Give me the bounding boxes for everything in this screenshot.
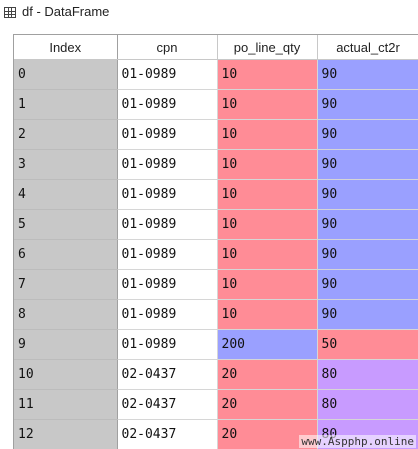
- po-line-qty-cell[interactable]: 10: [217, 209, 318, 240]
- dataframe-grid[interactable]: Index cpn po_line_qty actual_ct2r 0 01-09…: [13, 34, 418, 449]
- table-row: 11 02-0437 20 80: [14, 389, 418, 420]
- actual-ct2r-cell[interactable]: 90: [317, 89, 418, 120]
- cpn-cell[interactable]: 02-0437: [117, 359, 218, 390]
- cpn-cell[interactable]: 01-0989: [117, 299, 218, 330]
- table-row: 5 01-0989 10 90: [14, 209, 418, 240]
- table-row: 7 01-0989 10 90: [14, 269, 418, 300]
- actual-ct2r-cell[interactable]: 50: [317, 329, 418, 360]
- row-index-cell[interactable]: 6: [14, 239, 118, 270]
- cpn-cell[interactable]: 01-0989: [117, 329, 218, 360]
- cpn-cell[interactable]: 01-0989: [117, 269, 218, 300]
- po-line-qty-cell[interactable]: 10: [217, 59, 318, 90]
- po-line-qty-cell[interactable]: 20: [217, 389, 318, 420]
- actual-ct2r-cell[interactable]: 90: [317, 119, 418, 150]
- actual-ct2r-cell[interactable]: 90: [317, 269, 418, 300]
- po-line-qty-cell[interactable]: 10: [217, 179, 318, 210]
- po-line-qty-cell[interactable]: 200: [217, 329, 318, 360]
- row-index-cell[interactable]: 3: [14, 149, 118, 180]
- column-header-actual-ct2r[interactable]: actual_ct2r: [317, 35, 418, 60]
- row-index-cell[interactable]: 9: [14, 329, 118, 360]
- title-bar: df - DataFrame: [0, 0, 418, 24]
- row-index-cell[interactable]: 5: [14, 209, 118, 240]
- header-row: Index cpn po_line_qty actual_ct2r: [14, 35, 418, 60]
- table-row: 4 01-0989 10 90: [14, 179, 418, 210]
- actual-ct2r-cell[interactable]: 90: [317, 59, 418, 90]
- cpn-cell[interactable]: 01-0989: [117, 179, 218, 210]
- table-row: 3 01-0989 10 90: [14, 149, 418, 180]
- actual-ct2r-cell[interactable]: 90: [317, 239, 418, 270]
- cpn-cell[interactable]: 01-0989: [117, 239, 218, 270]
- row-index-cell[interactable]: 8: [14, 299, 118, 330]
- actual-ct2r-cell[interactable]: 80: [317, 389, 418, 420]
- table-row: 10 02-0437 20 80: [14, 359, 418, 390]
- row-index-cell[interactable]: 7: [14, 269, 118, 300]
- table-row: 0 01-0989 10 90: [14, 59, 418, 90]
- cpn-cell[interactable]: 01-0989: [117, 89, 218, 120]
- row-index-cell[interactable]: 11: [14, 389, 118, 420]
- table-row: 9 01-0989 200 50: [14, 329, 418, 360]
- table-row: 8 01-0989 10 90: [14, 299, 418, 330]
- cpn-cell[interactable]: 01-0989: [117, 119, 218, 150]
- po-line-qty-cell[interactable]: 10: [217, 119, 318, 150]
- dataframe-table: Index cpn po_line_qty actual_ct2r 0 01-09…: [14, 35, 418, 449]
- po-line-qty-cell[interactable]: 10: [217, 299, 318, 330]
- cpn-cell[interactable]: 02-0437: [117, 419, 218, 449]
- cpn-cell[interactable]: 01-0989: [117, 59, 218, 90]
- po-line-qty-cell[interactable]: 10: [217, 89, 318, 120]
- column-header-cpn[interactable]: cpn: [117, 35, 218, 60]
- table-row: 2 01-0989 10 90: [14, 119, 418, 150]
- column-header-index[interactable]: Index: [14, 35, 118, 60]
- cpn-cell[interactable]: 01-0989: [117, 149, 218, 180]
- column-header-po-line-qty[interactable]: po_line_qty: [217, 35, 318, 60]
- watermark: www.Aspphp.online: [299, 435, 416, 448]
- actual-ct2r-cell[interactable]: 90: [317, 149, 418, 180]
- actual-ct2r-cell[interactable]: 90: [317, 179, 418, 210]
- table-row: 1 01-0989 10 90: [14, 89, 418, 120]
- cpn-cell[interactable]: 02-0437: [117, 389, 218, 420]
- window-title: df - DataFrame: [22, 4, 110, 19]
- po-line-qty-cell[interactable]: 20: [217, 359, 318, 390]
- actual-ct2r-cell[interactable]: 80: [317, 359, 418, 390]
- po-line-qty-cell[interactable]: 10: [217, 269, 318, 300]
- row-index-cell[interactable]: 12: [14, 419, 118, 449]
- row-index-cell[interactable]: 0: [14, 59, 118, 90]
- table-row: 6 01-0989 10 90: [14, 239, 418, 270]
- table-grid-icon: [4, 6, 16, 18]
- row-index-cell[interactable]: 10: [14, 359, 118, 390]
- cpn-cell[interactable]: 01-0989: [117, 209, 218, 240]
- row-index-cell[interactable]: 1: [14, 89, 118, 120]
- actual-ct2r-cell[interactable]: 90: [317, 209, 418, 240]
- po-line-qty-cell[interactable]: 10: [217, 149, 318, 180]
- actual-ct2r-cell[interactable]: 90: [317, 299, 418, 330]
- po-line-qty-cell[interactable]: 10: [217, 239, 318, 270]
- row-index-cell[interactable]: 2: [14, 119, 118, 150]
- row-index-cell[interactable]: 4: [14, 179, 118, 210]
